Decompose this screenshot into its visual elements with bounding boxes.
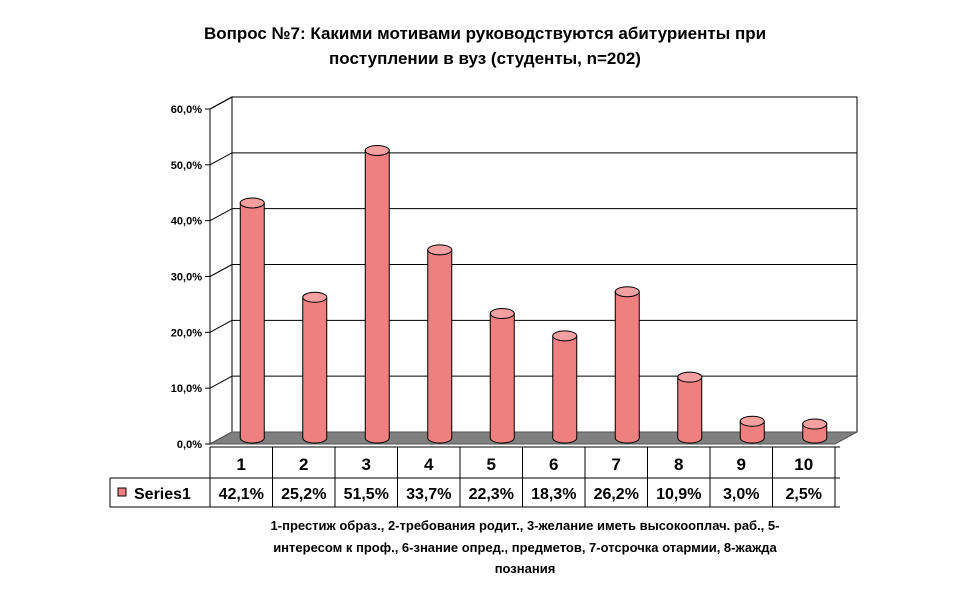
y-tick-label: 10,0% <box>171 383 202 395</box>
bar-3 <box>364 144 390 444</box>
y-axis-ticks: 0,0% 10,0% 20,0% 30,0% 40,0% 50,0% 60,0% <box>171 104 211 451</box>
bar-body <box>552 335 578 444</box>
gridline-side <box>209 96 233 110</box>
bar-7 <box>614 286 640 444</box>
category-label: 6 <box>549 455 558 474</box>
bar-9 <box>739 415 765 444</box>
bar-body <box>302 296 328 444</box>
category-legend-note: 1-престиж образ., 2-требования родит., 3… <box>271 518 780 576</box>
category-label: 9 <box>737 455 746 474</box>
bar-body <box>677 376 703 444</box>
bar-top <box>739 415 765 427</box>
gridline-side <box>209 375 233 389</box>
y-tick-label: 20,0% <box>171 327 202 339</box>
y-tick-label: 0,0% <box>177 439 202 451</box>
gridlines <box>209 96 857 389</box>
bar-body <box>239 202 265 444</box>
bar-4 <box>427 244 453 444</box>
chart-title: Вопрос №7: Какими мотивами руководствуют… <box>204 24 766 68</box>
data-label: 42,1% <box>219 486 264 503</box>
legend-series-name: Series1 <box>134 486 191 503</box>
bar-top <box>364 144 390 156</box>
category-label: 4 <box>424 455 434 474</box>
y-tick-label: 40,0% <box>171 216 202 228</box>
data-label: 22,3% <box>469 486 514 503</box>
bar-body <box>364 149 390 444</box>
data-label: 51,5% <box>344 486 389 503</box>
category-label: 8 <box>674 455 683 474</box>
category-label: 10 <box>794 455 813 474</box>
data-table: 1 42,1% 2 25,2% 3 51,5% 4 33,7% 5 22,3% 6 18,3% 7 26,… <box>109 446 840 508</box>
bar-body <box>739 420 765 444</box>
category-label: 7 <box>612 455 621 474</box>
bar-top <box>427 244 453 256</box>
bar-top <box>239 197 265 209</box>
bars <box>239 144 828 444</box>
data-label: 2,5% <box>786 486 822 503</box>
gridline-side <box>209 152 233 166</box>
bar-body <box>427 249 453 444</box>
data-label: 3,0% <box>723 486 759 503</box>
bar-10 <box>802 418 828 444</box>
y-tick-label: 60,0% <box>171 104 202 116</box>
bar-top <box>302 291 328 303</box>
category-label: 5 <box>487 455 496 474</box>
category-label: 1 <box>237 455 246 474</box>
gridline-side <box>209 319 233 333</box>
bar-top <box>552 330 578 342</box>
bar-body <box>489 312 515 444</box>
bar-top <box>614 286 640 298</box>
category-label: 3 <box>362 455 371 474</box>
bar-1 <box>239 197 265 444</box>
chart-title-line: Вопрос №7: Какими мотивами руководствуют… <box>204 24 766 43</box>
bar-6 <box>552 330 578 444</box>
bar-5 <box>489 307 515 444</box>
chart-title-line: поступлении в вуз (студенты, n=202) <box>329 49 641 68</box>
data-label: 18,3% <box>531 486 576 503</box>
bar-8 <box>677 371 703 444</box>
y-tick-label: 30,0% <box>171 272 202 284</box>
note-line: интересом к проф., 6-знание опред., пред… <box>273 540 777 555</box>
data-label: 25,2% <box>281 486 326 503</box>
gridline-side <box>209 208 233 222</box>
category-label: 2 <box>299 455 308 474</box>
data-label: 10,9% <box>656 486 701 503</box>
gridline-side <box>209 264 233 277</box>
bar-top <box>802 418 828 430</box>
note-line: познания <box>495 561 556 576</box>
bar-top <box>489 307 515 319</box>
legend-swatch <box>117 487 127 497</box>
data-label: 26,2% <box>594 486 639 503</box>
data-label: 33,7% <box>406 486 451 503</box>
bar-top <box>677 371 703 383</box>
bar-2 <box>302 291 328 444</box>
bar-body <box>614 291 640 444</box>
y-tick-label: 50,0% <box>171 160 202 172</box>
note-line: 1-престиж образ., 2-требования родит., 3… <box>271 518 780 533</box>
